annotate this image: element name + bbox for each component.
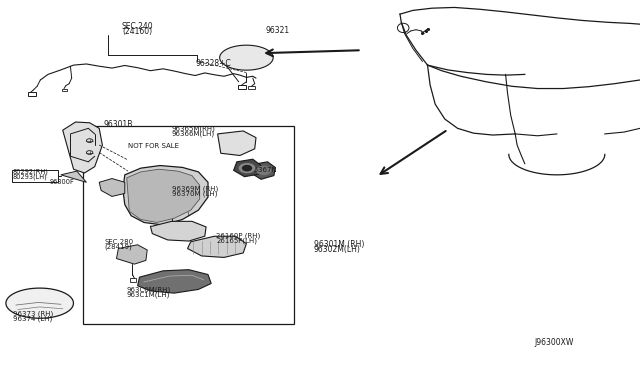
- Circle shape: [239, 164, 255, 173]
- Text: NOT FOR SALE: NOT FOR SALE: [128, 143, 179, 149]
- Text: 963C0M(RH): 963C0M(RH): [126, 286, 170, 293]
- Polygon shape: [127, 169, 200, 222]
- Text: 96367N: 96367N: [250, 167, 277, 173]
- Bar: [12, 170, 58, 182]
- Text: 96373 (RH): 96373 (RH): [13, 310, 53, 317]
- Circle shape: [243, 166, 252, 171]
- Circle shape: [257, 166, 271, 174]
- Text: 96302M(LH): 96302M(LH): [314, 246, 360, 254]
- Text: (24160): (24160): [122, 27, 152, 36]
- Polygon shape: [218, 131, 256, 155]
- Text: 26160P (RH): 26160P (RH): [216, 233, 260, 240]
- Text: 26165P(LH): 26165P(LH): [216, 238, 257, 244]
- Polygon shape: [63, 122, 102, 173]
- Text: 96366M(LH): 96366M(LH): [172, 131, 214, 137]
- Text: SEC.280: SEC.280: [104, 239, 134, 245]
- Polygon shape: [138, 270, 211, 293]
- Text: 96365M(RH): 96365M(RH): [172, 126, 216, 132]
- Text: 96369M (RH): 96369M (RH): [172, 185, 218, 192]
- Text: 96374 (LH): 96374 (LH): [13, 315, 52, 322]
- Text: 96301M (RH): 96301M (RH): [314, 240, 364, 249]
- Polygon shape: [150, 221, 206, 241]
- Text: J96300XW: J96300XW: [534, 338, 574, 347]
- Polygon shape: [188, 236, 246, 257]
- Polygon shape: [116, 245, 147, 264]
- Polygon shape: [6, 288, 74, 318]
- Bar: [83, 126, 294, 324]
- Text: SEC.240: SEC.240: [121, 22, 153, 31]
- Polygon shape: [234, 159, 261, 177]
- Text: 96370M (LH): 96370M (LH): [172, 190, 217, 197]
- Polygon shape: [220, 45, 273, 70]
- Text: 96300F: 96300F: [50, 179, 75, 185]
- Polygon shape: [99, 179, 125, 196]
- Polygon shape: [123, 166, 208, 225]
- Text: 96328+C: 96328+C: [195, 60, 231, 68]
- Text: 80292(RH): 80292(RH): [13, 169, 49, 175]
- Text: 963C1M(LH): 963C1M(LH): [126, 291, 170, 298]
- Polygon shape: [61, 171, 86, 182]
- Text: 96321: 96321: [266, 26, 290, 35]
- Text: 80293(LH): 80293(LH): [13, 174, 47, 180]
- Text: (28419): (28419): [104, 243, 132, 250]
- Polygon shape: [251, 162, 275, 179]
- Text: 96301B: 96301B: [104, 120, 133, 129]
